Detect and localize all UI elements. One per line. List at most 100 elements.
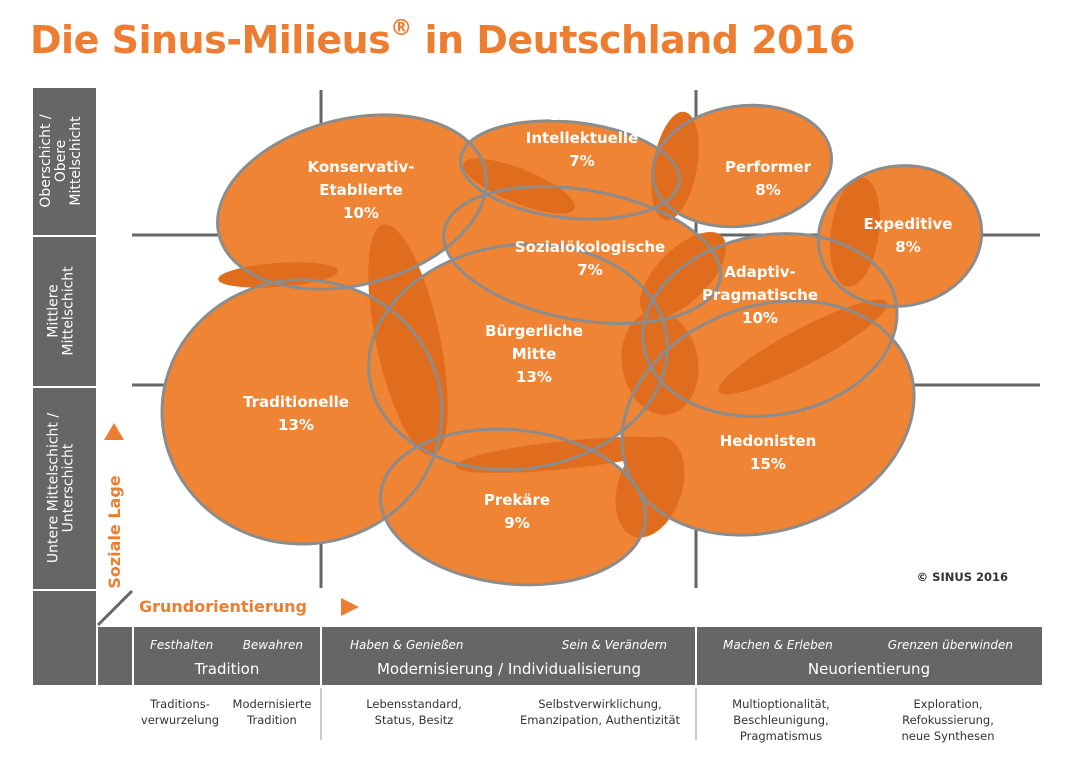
milieu-name-line: Performer (725, 158, 812, 176)
milieu-share: 10% (343, 204, 379, 222)
group-neuorientierung: Neuorientierung (808, 660, 930, 678)
x-axis-arrow-icon (341, 598, 359, 616)
text-line: Mittelschicht (68, 116, 84, 206)
copyright: © SINUS 2016 (917, 570, 1008, 584)
milieu-share: 15% (750, 455, 786, 473)
milieu-name-line: Hedonisten (720, 432, 817, 450)
axis-diagonal (96, 589, 134, 627)
label-buergerliche-mitte: Bürgerliche Mitte 13% (485, 322, 583, 386)
x-axis-label: Grundorientierung (139, 597, 307, 616)
page-title: Die Sinus-Milieus® in Deutschland 2016 (30, 16, 856, 62)
milieu-name-line: Etablierte (319, 181, 402, 199)
label-expeditive: Expeditive 8% (864, 215, 953, 256)
milieu-name-line: Pragmatische (702, 286, 818, 304)
registered-mark: ® (390, 16, 412, 41)
text-line: Untere Mittelschicht / (46, 413, 62, 563)
corner-cell-right (98, 627, 132, 685)
shape-konservativ-etablierte (217, 114, 487, 290)
desc-modernisierte-tradition: Modernisierte Tradition (233, 697, 312, 727)
text-line: Mittlere (46, 284, 62, 338)
milieu-labels: Konservativ- Etablierte 10% Liberal- Intell… (243, 106, 952, 532)
sub-grenzen-ueberwinden: Grenzen überwinden (888, 638, 1013, 652)
description-line: Tradition (246, 713, 297, 727)
label-hedonisten: Hedonisten 15% (720, 432, 817, 473)
desc-exploration: Exploration, Refokussierung, neue Synthese… (901, 697, 994, 743)
y-axis-label: Soziale Lage (105, 475, 124, 588)
milieu-name-line: Traditionelle (243, 393, 349, 411)
sub-bewahren: Bewahren (243, 638, 303, 652)
label-konservativ-etablierte: Konservativ- Etablierte 10% (307, 158, 414, 222)
milieu-share: 8% (895, 238, 920, 256)
label-prekaere: Prekäre 9% (484, 491, 550, 532)
desc-lebensstandard: Lebensstandard, Status, Besitz (366, 697, 462, 727)
sub-machen-erleben: Machen & Erleben (723, 638, 833, 652)
sub-sein-veraendern: Sein & Verändern (562, 638, 667, 652)
desc-traditionsverwurzelung: Traditions-verwurzelung (141, 697, 219, 727)
class-label-middle: MittlereMittelschicht (46, 266, 77, 356)
label-performer: Performer 8% (725, 158, 812, 199)
title-rest: in Deutschland 2016 (411, 18, 856, 62)
class-cell-upper (33, 88, 96, 235)
sub-festhalten: Festhalten (150, 638, 213, 652)
milieu-name-line: Prekäre (484, 491, 550, 509)
description-line: Selbstverwirklichung, (538, 697, 662, 711)
desc-multioptionalitaet: Multioptionalität, Beschleunigung, Pragmat… (732, 697, 830, 743)
y-axis-arrow-icon (104, 423, 124, 440)
description-line: Status, Besitz (375, 713, 454, 727)
milieu-name-line: Mitte (512, 345, 557, 363)
description-line: verwurzelung (141, 713, 219, 727)
description-line: Exploration, (913, 697, 982, 711)
orientation-bar (134, 627, 1042, 685)
milieu-share: 7% (569, 152, 594, 170)
description-line: neue Synthesen (901, 729, 994, 743)
description-line: Refokussierung, (902, 713, 994, 727)
class-label-lower: Untere Mittelschicht /Unterschicht (46, 413, 77, 563)
milieu-name-line: Expeditive (864, 215, 953, 233)
corner-cell-left (33, 591, 96, 685)
group-modernisierung: Modernisierung / Individualisierung (377, 660, 641, 678)
description-line: Pragmatismus (740, 729, 822, 743)
description-line: Traditions- (149, 697, 210, 711)
milieu-name-line: Bürgerliche (485, 322, 583, 340)
description-line: Modernisierte (233, 697, 312, 711)
label-adaptiv-pragmatische: Adaptiv- Pragmatische 10% (702, 263, 818, 327)
text-line: Oberschicht / (38, 114, 54, 208)
milieu-share: 9% (504, 514, 529, 532)
milieu-share: 13% (278, 416, 314, 434)
class-cell-lower (33, 388, 96, 589)
milieu-share: 13% (516, 368, 552, 386)
orientation-names: Tradition Modernisierung / Individualisi… (194, 660, 930, 678)
text-line: Mittelschicht (61, 266, 77, 356)
text-line: Unterschicht (61, 443, 77, 532)
text-line: Obere (53, 140, 69, 183)
label-traditionelle: Traditionelle 13% (243, 393, 349, 434)
description-line: Emanzipation, Authentizität (520, 713, 681, 727)
milieu-name-line: Adaptiv- (724, 263, 796, 281)
milieu-name-line: Sozialökologische (515, 238, 665, 256)
label-sozialoekologische: Sozialökologische 7% (515, 238, 665, 279)
milieu-name-line: Liberal- (550, 106, 615, 124)
description-line: Lebensstandard, (366, 697, 462, 711)
class-label-upper: Oberschicht /ObereMittelschicht (38, 114, 84, 208)
shape-prekaere (380, 429, 646, 585)
description-separators (320, 688, 697, 740)
desc-selbstverwirklichung: Selbstverwirklichung, Emanzipation, Authe… (520, 697, 681, 727)
milieu-share: 8% (755, 181, 780, 199)
sub-haben-geniessen: Haben & Genießen (350, 638, 464, 652)
title-main: Die Sinus-Milieus (30, 18, 391, 62)
orientation-cell-neuorientierung (697, 627, 1042, 685)
orientation-cell-modernisierung (322, 627, 695, 685)
group-tradition: Tradition (194, 660, 260, 678)
description-line: Multioptionalität, (732, 697, 830, 711)
milieu-share: 10% (742, 309, 778, 327)
description-line: Beschleunigung, (733, 713, 828, 727)
milieu-name-line: Konservativ- (307, 158, 414, 176)
milieu-outlines (160, 103, 984, 587)
label-liberal-intellektuelle: Liberal- Intellektuelle 7% (526, 106, 639, 170)
social-class-bar (33, 88, 132, 685)
orientation-cell-tradition (134, 627, 320, 685)
milieu-name-line: Intellektuelle (526, 129, 639, 147)
class-cell-middle (33, 237, 96, 386)
orientation-descriptions: Traditions-verwurzelung Modernisierte Tra… (141, 697, 995, 743)
